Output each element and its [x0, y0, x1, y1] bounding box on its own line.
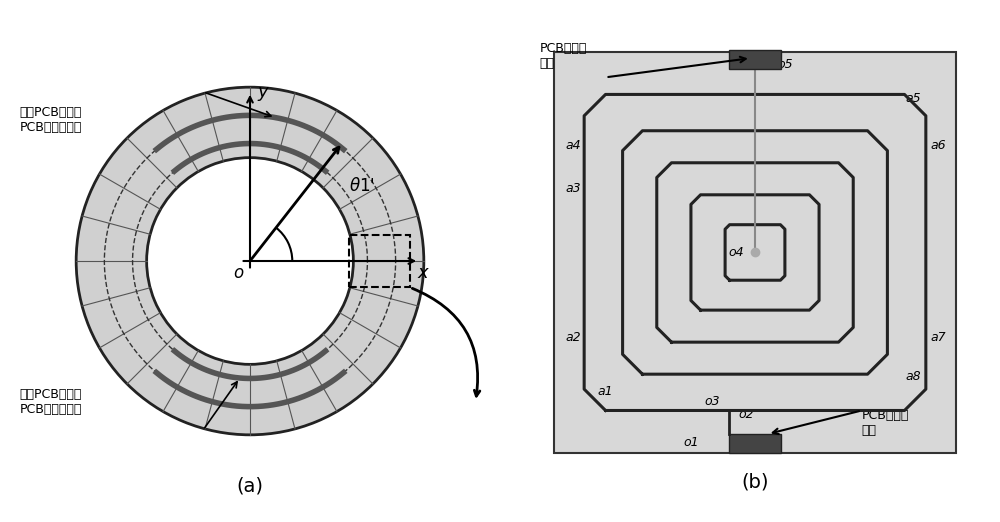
Text: a4: a4	[566, 139, 581, 152]
Text: (a): (a)	[236, 477, 264, 496]
Text: (b): (b)	[741, 472, 769, 492]
Text: y: y	[258, 82, 268, 101]
Text: PCB第一层
线圈: PCB第一层 线圈	[862, 409, 909, 437]
Bar	[729, 50, 781, 69]
Bar	[729, 434, 781, 453]
Text: a5: a5	[905, 92, 921, 105]
Text: o: o	[233, 264, 243, 282]
Bar	[554, 52, 956, 453]
Text: a3: a3	[566, 182, 581, 195]
Bar	[349, 235, 410, 287]
Text: 底部PCB底座的
PCB小板连接线: 底部PCB底座的 PCB小板连接线	[20, 388, 82, 416]
Text: a8: a8	[905, 370, 921, 383]
Text: a1: a1	[598, 385, 613, 398]
Text: a7: a7	[931, 331, 946, 345]
Text: 顶部PCB底座的
PCB小板连接线: 顶部PCB底座的 PCB小板连接线	[20, 106, 82, 134]
Text: o4: o4	[728, 246, 744, 259]
Text: o5: o5	[777, 58, 793, 71]
Text: $\theta$1': $\theta$1'	[349, 176, 374, 195]
Text: PCB第三层
线圈: PCB第三层 线圈	[539, 42, 587, 70]
Text: a2: a2	[566, 331, 581, 345]
Text: a6: a6	[931, 139, 946, 152]
Text: x: x	[417, 264, 428, 282]
Text: o2: o2	[739, 408, 754, 421]
Text: o3: o3	[704, 396, 720, 408]
Text: o1: o1	[683, 436, 699, 449]
